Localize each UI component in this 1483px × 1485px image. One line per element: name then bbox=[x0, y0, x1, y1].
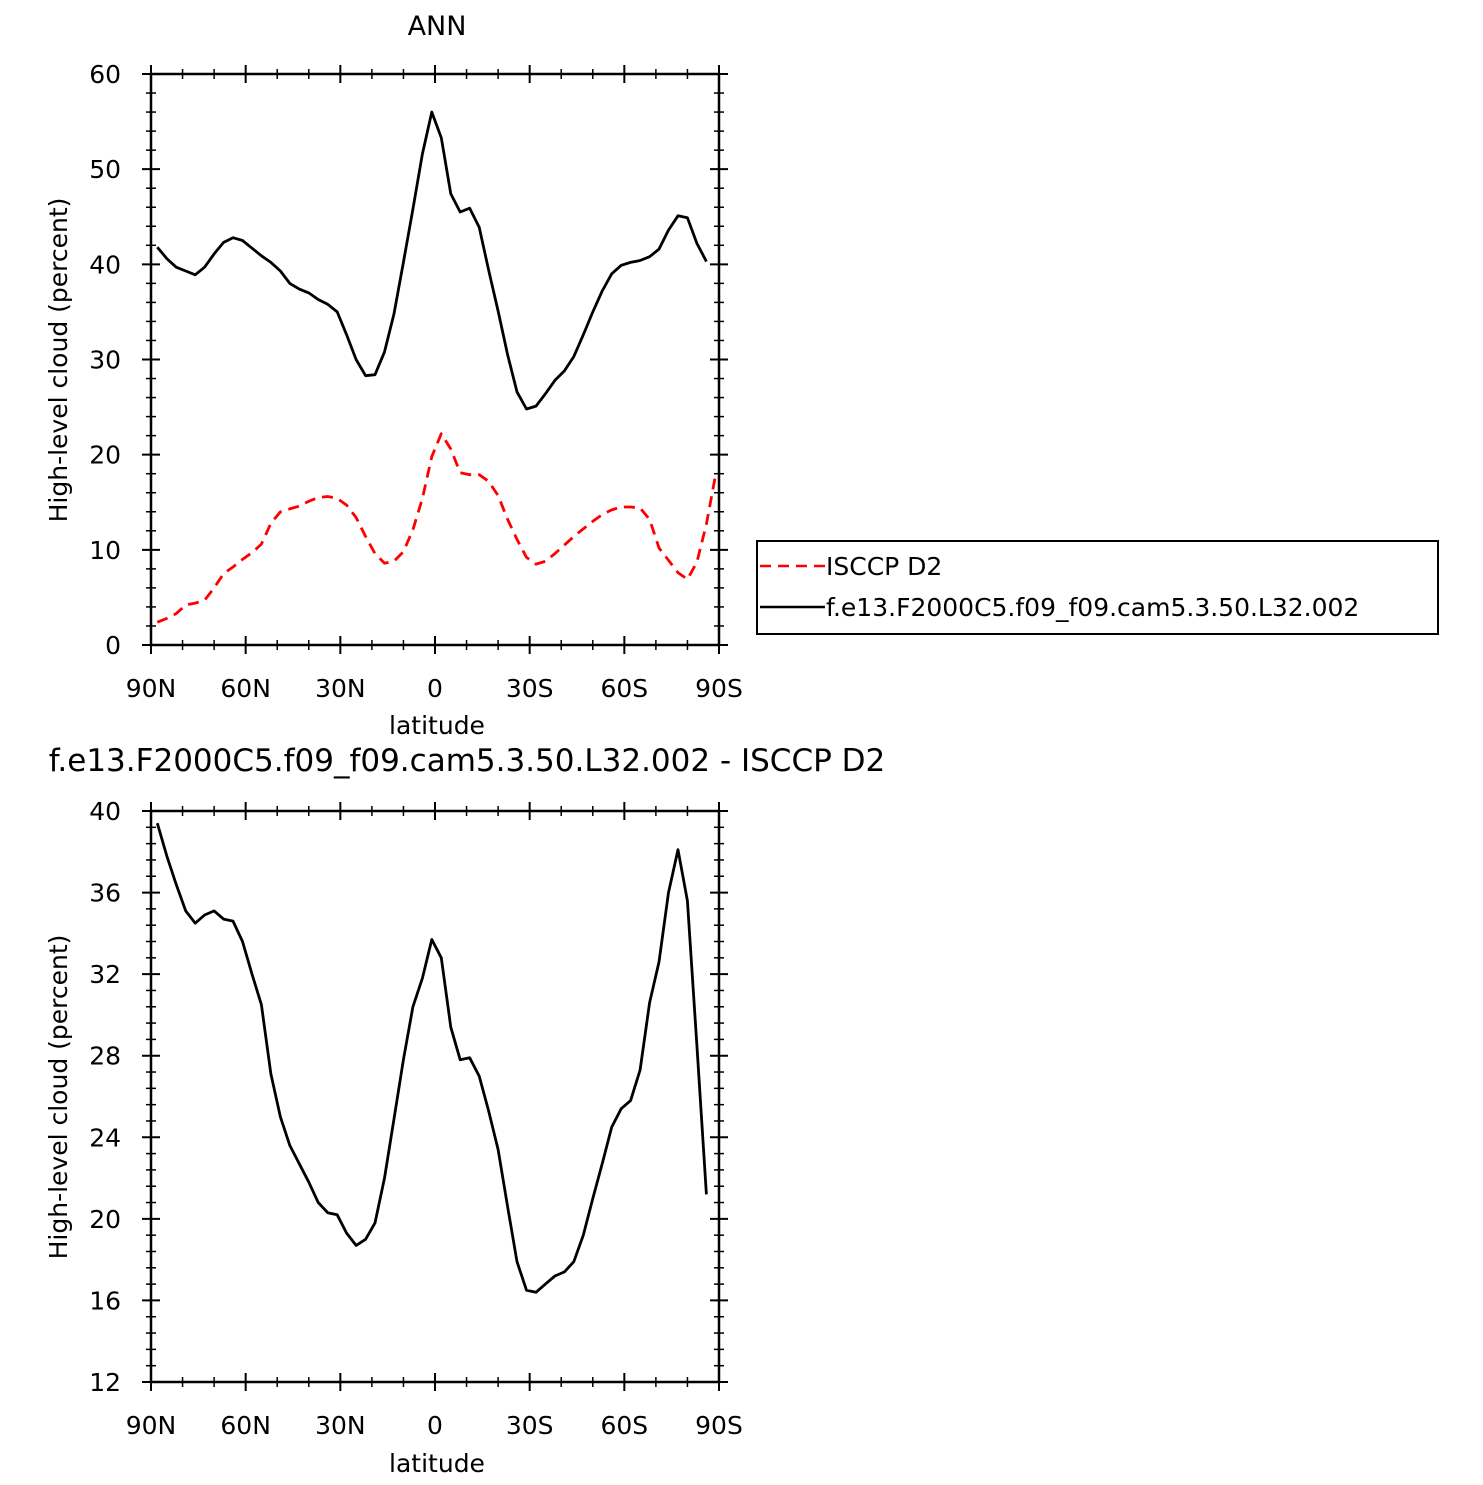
bottom-x-tick-label: 30N bbox=[315, 1411, 366, 1440]
bottom-plot-frame bbox=[149, 809, 721, 1384]
top-chart-title: ANN bbox=[408, 11, 467, 42]
top-y-tick-label: 40 bbox=[89, 250, 121, 279]
legend-box bbox=[756, 540, 1439, 635]
top-x-tick-label: 60S bbox=[600, 674, 648, 703]
bottom-y-tick-label: 12 bbox=[89, 1368, 121, 1397]
legend-isccp-label: ISCCP D2 bbox=[826, 552, 942, 581]
bottom-series-line-1 bbox=[155, 822, 708, 1294]
top-series-line-2 bbox=[156, 110, 708, 411]
bottom-y-tick-label: 20 bbox=[89, 1205, 121, 1234]
top-x-tick-label: 90S bbox=[695, 674, 743, 703]
top-x-tick-label: 0 bbox=[427, 674, 443, 703]
top-x-tick-label: 30S bbox=[506, 674, 554, 703]
top-y-tick-label: 0 bbox=[105, 631, 121, 660]
top-panel: ANN 0 10 20 30 40 50 60 90N 60N 30N 0 30S 60S 90S Hig… bbox=[44, 11, 743, 740]
top-x-tick-label: 60N bbox=[220, 674, 271, 703]
bottom-chart-title: f.e13.F2000C5.f09_f09.cam5.3.50.L32.002 … bbox=[49, 743, 886, 779]
top-y-tick-label: 30 bbox=[89, 346, 121, 375]
top-y-tick-label: 60 bbox=[89, 60, 121, 89]
top-y-axis-label: High-level cloud (percent) bbox=[44, 198, 73, 523]
bottom-x-tick-label: 0 bbox=[427, 1411, 443, 1440]
bottom-x-tick-label: 30S bbox=[506, 1411, 554, 1440]
top-x-tick-label: 30N bbox=[315, 674, 366, 703]
top-series-line-1 bbox=[156, 432, 718, 624]
bottom-plot-area: 12 16 20 24 28 32 36 40 90N 60N 30N 0 30S 60S 90S bbox=[89, 797, 743, 1440]
bottom-y-tick-label: 40 bbox=[89, 797, 121, 826]
bottom-x-tick-label: 90N bbox=[126, 1411, 177, 1440]
bottom-y-tick-label: 28 bbox=[89, 1042, 121, 1071]
bottom-panel: f.e13.F2000C5.f09_f09.cam5.3.50.L32.002 … bbox=[44, 743, 885, 1478]
bottom-y-tick-label: 24 bbox=[89, 1123, 121, 1152]
bottom-y-axis-label: High-level cloud (percent) bbox=[44, 935, 73, 1260]
bottom-y-tick-label: 36 bbox=[89, 879, 121, 908]
top-plot-frame bbox=[149, 72, 721, 647]
bottom-y-tick-label: 32 bbox=[89, 960, 121, 989]
top-x-tick-label: 90N bbox=[126, 674, 177, 703]
top-y-tick-label: 50 bbox=[89, 155, 121, 184]
bottom-x-tick-label: 60N bbox=[220, 1411, 271, 1440]
top-y-tick-label: 20 bbox=[89, 441, 121, 470]
bottom-x-tick-label: 60S bbox=[600, 1411, 648, 1440]
bottom-x-axis-label: latitude bbox=[389, 1449, 485, 1478]
bottom-y-tick-label: 16 bbox=[89, 1286, 121, 1315]
top-plot-area: 0 10 20 30 40 50 60 90N 60N 30N 0 30S 60S 90S bbox=[89, 60, 743, 703]
top-x-axis-label: latitude bbox=[389, 711, 485, 740]
bottom-x-tick-label: 90S bbox=[695, 1411, 743, 1440]
legend: ISCCP D2 f.e13.F2000C5.f09_f09.cam5.3.50… bbox=[756, 540, 1439, 635]
legend-model-label: f.e13.F2000C5.f09_f09.cam5.3.50.L32.002 bbox=[826, 593, 1359, 622]
top-y-tick-label: 10 bbox=[89, 536, 121, 565]
